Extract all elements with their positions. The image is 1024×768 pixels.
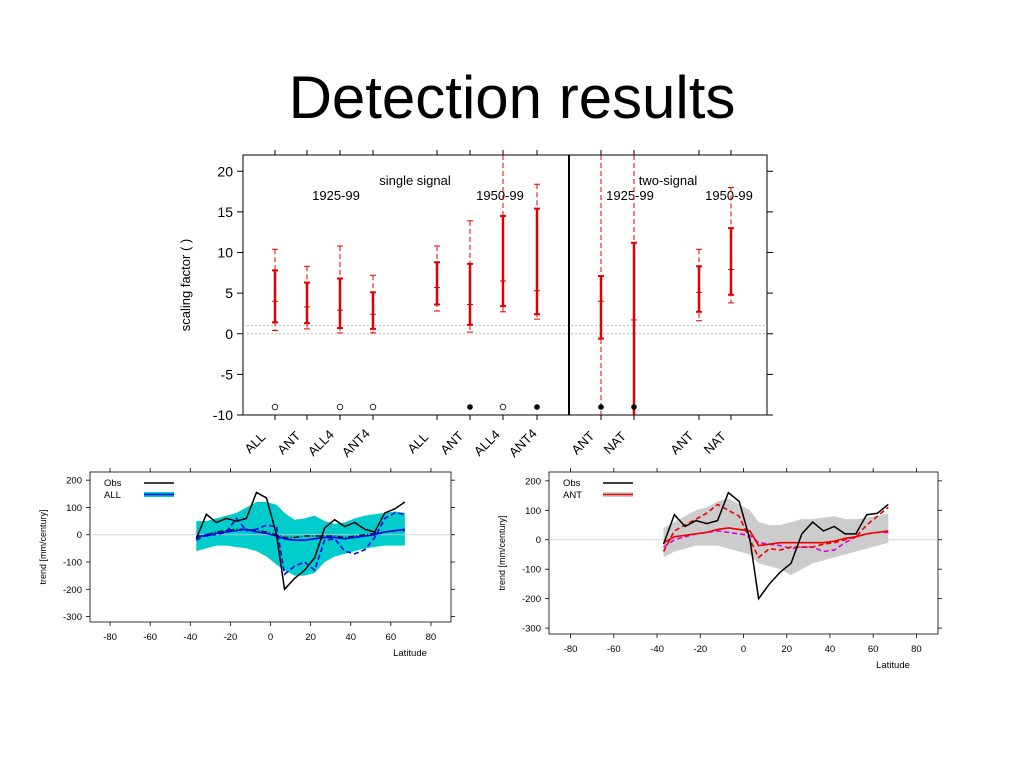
y-tick-label: 200 bbox=[525, 476, 541, 487]
uncertainty-band bbox=[196, 502, 405, 576]
y-tick-label: 0 bbox=[225, 326, 233, 342]
estimate-0 bbox=[271, 248, 279, 411]
period-label: 1950-99 bbox=[476, 188, 524, 203]
category-label: ANT4 bbox=[506, 426, 540, 460]
x-tick-label: 80 bbox=[426, 632, 437, 643]
panel-title-two: two-signal bbox=[639, 173, 698, 188]
estimate-5 bbox=[467, 220, 473, 410]
x-tick-label: -60 bbox=[143, 632, 157, 643]
category-label: ANT4 bbox=[339, 426, 373, 460]
y-tick-label: 0 bbox=[536, 535, 541, 546]
consistency-marker-open bbox=[369, 403, 377, 411]
consistency-marker-open bbox=[271, 403, 279, 411]
consistency-marker-open bbox=[499, 403, 507, 411]
x-tick-label: -20 bbox=[693, 644, 707, 655]
y-tick-label: -200 bbox=[63, 585, 82, 596]
legend-label-obs: Obs bbox=[104, 478, 122, 489]
estimate-11 bbox=[728, 187, 734, 304]
x-tick-label: -20 bbox=[224, 632, 238, 643]
period-label: 1925-99 bbox=[606, 188, 654, 203]
category-label: NAT bbox=[601, 429, 629, 457]
series-line-2 bbox=[195, 512, 405, 576]
series-line-1 bbox=[663, 527, 889, 547]
y-tick-label: -5 bbox=[221, 366, 234, 382]
y-tick-label: 10 bbox=[217, 245, 233, 261]
category-label: ALL4 bbox=[471, 427, 503, 459]
category-label: ANT bbox=[568, 428, 597, 457]
x-tick-label: 40 bbox=[825, 644, 836, 655]
y-tick-label: -10 bbox=[213, 407, 233, 423]
x-tick-label: 80 bbox=[911, 644, 922, 655]
consistency-marker-open bbox=[336, 403, 344, 411]
plot-frame bbox=[242, 154, 768, 416]
y-tick-label: 200 bbox=[66, 476, 82, 487]
x-tick-label: 40 bbox=[345, 632, 356, 643]
category-label: ALL bbox=[241, 429, 268, 456]
category-label: ALL4 bbox=[305, 427, 337, 459]
y-axis-label: trend [mm/century] bbox=[38, 509, 48, 584]
series-line-1 bbox=[196, 528, 405, 541]
panel-title-single: single signal bbox=[379, 173, 451, 188]
y-tick-label: -100 bbox=[63, 558, 82, 569]
x-tick-label: -80 bbox=[103, 632, 117, 643]
category-label: ANT bbox=[667, 428, 696, 457]
estimate-10 bbox=[696, 248, 702, 322]
y-axis-label: trend [mm/century] bbox=[497, 515, 507, 590]
period-label: 1925-99 bbox=[312, 188, 360, 203]
category-label: ANT bbox=[437, 428, 466, 457]
consistency-marker-filled bbox=[534, 404, 540, 410]
x-tick-label: 20 bbox=[305, 632, 316, 643]
series-line-0 bbox=[662, 491, 889, 601]
x-axis-label: Latitude bbox=[876, 660, 910, 671]
slide-title: Detection results bbox=[288, 64, 736, 131]
y-tick-label: -300 bbox=[63, 612, 82, 623]
series-line-3 bbox=[196, 528, 405, 539]
y-tick-label: -300 bbox=[522, 624, 541, 635]
legend-label-model: ANT bbox=[563, 490, 582, 501]
x-tick-label: -40 bbox=[650, 644, 664, 655]
x-tick-label: 0 bbox=[741, 644, 746, 655]
estimate-2 bbox=[336, 245, 344, 411]
estimate-6 bbox=[499, 155, 507, 411]
x-tick-label: 60 bbox=[868, 644, 879, 655]
y-tick-label: -100 bbox=[522, 565, 541, 576]
x-tick-label: 60 bbox=[386, 632, 397, 643]
x-tick-label: -40 bbox=[183, 632, 197, 643]
x-tick-label: -60 bbox=[607, 644, 621, 655]
category-label: ANT bbox=[274, 428, 303, 457]
category-label: ALL bbox=[404, 429, 431, 456]
y-tick-label: 100 bbox=[525, 506, 541, 517]
y-tick-label: 15 bbox=[217, 204, 233, 220]
y-tick-label: 20 bbox=[217, 163, 233, 179]
legend-label-obs: Obs bbox=[563, 478, 581, 489]
x-axis-label: Latitude bbox=[393, 648, 427, 659]
consistency-marker-filled bbox=[598, 404, 604, 410]
estimate-9 bbox=[631, 155, 637, 415]
y-tick-label: -200 bbox=[522, 594, 541, 605]
period-label: 1950-99 bbox=[705, 188, 753, 203]
y-tick-label: 100 bbox=[66, 503, 82, 514]
y-axis-label: scaling factor ( ) bbox=[178, 239, 193, 331]
series-line-0 bbox=[195, 491, 406, 591]
x-tick-label: 0 bbox=[268, 632, 273, 643]
legend-label-model: ALL bbox=[104, 490, 121, 501]
estimate-7 bbox=[534, 183, 540, 410]
consistency-marker-filled bbox=[631, 404, 637, 410]
x-tick-label: 20 bbox=[781, 644, 792, 655]
estimate-4 bbox=[434, 245, 440, 312]
consistency-marker-filled bbox=[467, 404, 473, 410]
uncertainty-band bbox=[663, 498, 889, 576]
estimate-8 bbox=[598, 155, 604, 415]
estimate-3 bbox=[369, 274, 377, 411]
estimate-1 bbox=[304, 265, 310, 330]
y-tick-label: 0 bbox=[77, 530, 82, 541]
x-tick-label: -80 bbox=[564, 644, 578, 655]
y-tick-label: 5 bbox=[225, 285, 233, 301]
category-label: NAT bbox=[701, 429, 729, 457]
